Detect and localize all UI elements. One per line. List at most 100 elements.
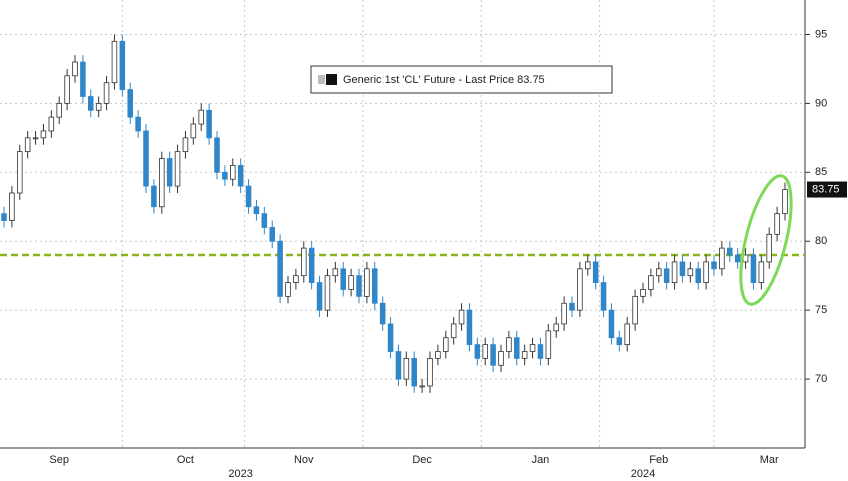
last-price-label: 83.75 xyxy=(812,183,840,195)
candle-body xyxy=(198,109,204,125)
x-tick-label: Mar xyxy=(760,454,779,466)
candle-body xyxy=(419,385,425,388)
candle-body xyxy=(592,261,599,283)
candle-body xyxy=(253,206,260,215)
candle-body xyxy=(9,192,15,221)
y-tick-label: 75 xyxy=(815,304,827,316)
candle-body xyxy=(774,213,780,235)
candle-body xyxy=(348,275,354,290)
candle-body xyxy=(119,40,126,91)
candle-body xyxy=(577,268,583,311)
candle-body xyxy=(340,268,346,290)
candle-body xyxy=(64,75,70,104)
candle-body xyxy=(734,254,741,263)
candle-body xyxy=(766,233,772,263)
candle-body xyxy=(537,344,544,359)
candle-body xyxy=(482,344,488,359)
candle-body xyxy=(72,61,78,77)
candle-body xyxy=(127,89,133,118)
candle-body xyxy=(174,151,181,187)
legend: Generic 1st 'CL' Future - Last Price 83.… xyxy=(310,65,613,94)
candle-body xyxy=(277,240,283,297)
candle-body xyxy=(230,165,236,180)
x-tick-label: Oct xyxy=(177,454,194,466)
year-label: 2024 xyxy=(631,468,655,480)
candle-body xyxy=(585,261,591,270)
candle-body xyxy=(545,330,552,359)
candle-body xyxy=(498,351,504,366)
candle-body xyxy=(687,268,694,277)
legend-label: Generic 1st 'CL' Future - Last Price 83.… xyxy=(343,74,545,86)
candle-body xyxy=(103,82,110,104)
y-tick-label: 80 xyxy=(815,235,827,247)
x-tick-label: Nov xyxy=(294,454,314,466)
legend-box xyxy=(310,65,613,94)
candle-body xyxy=(166,158,173,187)
candle-body xyxy=(111,40,118,84)
candle-body xyxy=(151,185,157,208)
candle-body xyxy=(758,261,765,283)
candle-body xyxy=(395,351,402,380)
candle-body xyxy=(245,185,252,208)
candle-body xyxy=(569,302,575,311)
candle-body xyxy=(719,247,725,270)
candle-body xyxy=(529,344,536,352)
candle-body xyxy=(727,247,733,256)
candle-body xyxy=(24,137,31,153)
y-tick-label: 85 xyxy=(815,166,827,178)
candle-body xyxy=(372,268,378,304)
candle-body xyxy=(332,268,339,277)
candle-body xyxy=(458,309,465,325)
candle-body xyxy=(17,151,23,194)
candle-body xyxy=(293,275,299,283)
candle-body xyxy=(32,137,39,140)
candle-body xyxy=(379,302,386,325)
candle-body xyxy=(316,282,323,311)
candle-body xyxy=(695,268,701,283)
x-tick-label: Dec xyxy=(412,454,432,466)
candle-body xyxy=(671,261,678,283)
candle-body xyxy=(648,275,654,290)
candle-body xyxy=(356,275,362,297)
x-tick-label: Jan xyxy=(532,454,550,466)
candle-body xyxy=(159,158,165,208)
candle-body xyxy=(324,275,331,311)
candle-body xyxy=(640,289,646,297)
candle-body xyxy=(214,137,220,173)
candle-body xyxy=(403,357,410,380)
candle-body xyxy=(364,268,370,297)
candle-body xyxy=(48,116,55,132)
x-tick-label: Feb xyxy=(649,454,668,466)
candle-body xyxy=(679,261,686,277)
candle-body xyxy=(600,282,607,311)
candle-body xyxy=(40,130,47,139)
candle-body xyxy=(143,130,149,187)
candle-body xyxy=(450,323,457,339)
candle-body xyxy=(88,96,94,111)
candle-body xyxy=(237,165,244,187)
candle-body xyxy=(750,254,757,283)
candle-body xyxy=(466,309,473,346)
candle-body xyxy=(80,61,86,97)
candle-body xyxy=(711,261,717,270)
legend-icon xyxy=(326,74,337,85)
candle-body xyxy=(56,102,62,118)
candle-body xyxy=(703,261,709,283)
candle-body xyxy=(308,247,315,283)
candle-body xyxy=(269,227,275,242)
candle-body xyxy=(616,337,623,346)
candle-body xyxy=(95,102,102,111)
candle-body xyxy=(624,323,630,346)
candle-body xyxy=(301,247,307,277)
candle-body xyxy=(608,309,615,339)
candle-body xyxy=(285,282,291,297)
last-price-tag xyxy=(807,181,847,198)
candle-body xyxy=(427,357,433,387)
candle-body xyxy=(663,268,670,283)
candle-body xyxy=(514,337,520,359)
legend-icon xyxy=(318,75,325,84)
candle-body xyxy=(490,344,496,366)
candle-body xyxy=(1,213,7,221)
